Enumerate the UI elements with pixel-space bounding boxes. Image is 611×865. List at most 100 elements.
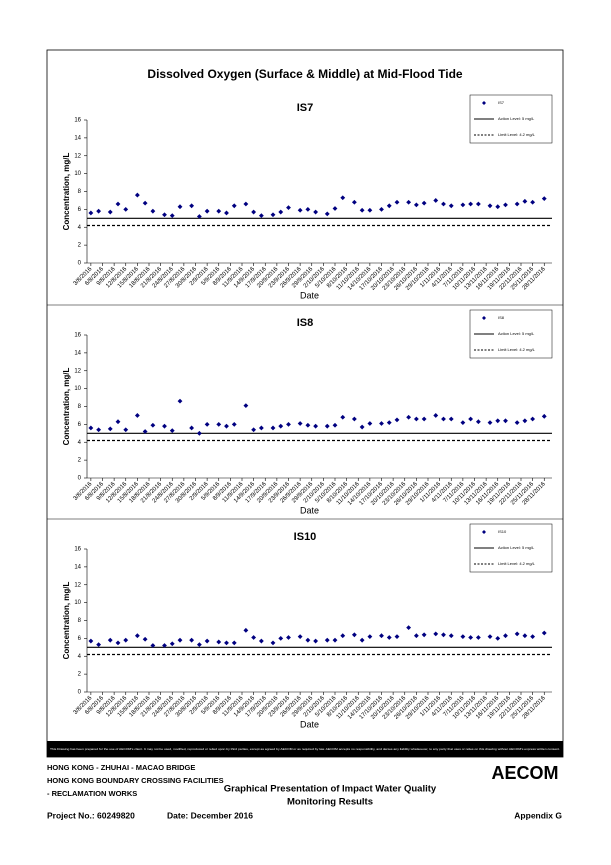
caption-line: Graphical Presentation of Impact Water Q… bbox=[224, 784, 437, 795]
caption-line: Monitoring Results bbox=[287, 797, 373, 808]
x-axis-label: Date bbox=[300, 719, 319, 729]
y-tick-label: 10 bbox=[74, 386, 81, 392]
data-point bbox=[359, 207, 365, 213]
data-point bbox=[169, 641, 175, 647]
y-tick-label: 0 bbox=[78, 690, 82, 696]
data-point bbox=[475, 635, 481, 640]
data-point bbox=[150, 208, 156, 214]
data-point bbox=[142, 636, 148, 642]
x-axis-label: Date bbox=[300, 290, 319, 300]
data-point bbox=[123, 427, 129, 433]
data-point bbox=[297, 207, 303, 213]
data-point bbox=[468, 416, 474, 422]
data-point bbox=[379, 206, 384, 212]
data-point bbox=[196, 430, 202, 436]
data-point bbox=[134, 413, 140, 418]
data-point bbox=[216, 639, 222, 645]
data-point bbox=[495, 635, 501, 641]
data-point bbox=[107, 209, 113, 215]
y-tick-label: 2 bbox=[78, 458, 82, 464]
data-point bbox=[150, 422, 156, 428]
data-point bbox=[433, 198, 439, 203]
data-point bbox=[177, 398, 183, 404]
data-point bbox=[351, 199, 357, 205]
data-point bbox=[150, 643, 156, 648]
y-tick-label: 2 bbox=[78, 243, 82, 249]
data-point bbox=[286, 635, 291, 640]
data-point bbox=[514, 631, 520, 637]
data-point bbox=[394, 199, 400, 205]
data-point bbox=[406, 414, 412, 420]
data-point bbox=[514, 420, 520, 425]
project-line: HONG KONG BOUNDARY CROSSING FACILITIES bbox=[47, 776, 224, 785]
legend-marker bbox=[482, 316, 486, 320]
data-point bbox=[433, 413, 439, 418]
y-tick-label: 12 bbox=[74, 582, 81, 588]
data-point bbox=[258, 213, 264, 219]
y-tick-label: 16 bbox=[74, 547, 81, 553]
data-point bbox=[503, 202, 508, 208]
data-point bbox=[162, 212, 167, 218]
y-tick-label: 0 bbox=[78, 476, 82, 482]
data-point bbox=[413, 416, 419, 422]
data-point bbox=[278, 635, 284, 641]
data-point bbox=[421, 632, 427, 638]
y-tick-label: 10 bbox=[74, 600, 81, 606]
y-tick-label: 2 bbox=[78, 672, 82, 678]
data-point bbox=[530, 199, 536, 205]
data-point bbox=[367, 634, 373, 639]
data-point bbox=[541, 413, 547, 419]
data-point bbox=[448, 633, 454, 639]
disclaimer: This Drawing has been prepared for the u… bbox=[50, 747, 560, 751]
data-point bbox=[475, 201, 481, 207]
data-point bbox=[324, 637, 330, 643]
data-point bbox=[258, 425, 264, 431]
data-point bbox=[324, 423, 330, 429]
data-point bbox=[495, 204, 501, 210]
data-point bbox=[107, 637, 113, 643]
data-point bbox=[433, 631, 439, 637]
data-point bbox=[278, 209, 284, 215]
legend-label: Limit Level: 4.2 mg/L bbox=[498, 347, 536, 352]
data-point bbox=[460, 202, 466, 208]
data-point bbox=[448, 203, 454, 209]
data-point bbox=[189, 425, 195, 431]
y-axis-label: Concentration, mg/L bbox=[62, 153, 71, 231]
data-point bbox=[487, 420, 493, 425]
data-point bbox=[421, 416, 427, 422]
data-point bbox=[340, 414, 346, 420]
data-point bbox=[231, 640, 237, 646]
legend-label: Limit Level: 4.2 mg/L bbox=[498, 561, 536, 566]
data-point bbox=[351, 632, 357, 638]
x-axis-label: Date bbox=[300, 505, 319, 515]
y-tick-label: 14 bbox=[74, 350, 81, 356]
y-tick-label: 4 bbox=[78, 654, 82, 660]
legend-label: IS10 bbox=[498, 529, 507, 534]
project-number: Project No.: 60249820 bbox=[47, 810, 135, 820]
y-tick-label: 16 bbox=[74, 333, 81, 339]
data-point bbox=[251, 635, 257, 640]
data-point bbox=[441, 632, 446, 638]
data-point bbox=[367, 207, 373, 213]
y-axis-label: Concentration, mg/L bbox=[62, 582, 71, 660]
y-tick-label: 6 bbox=[78, 422, 82, 428]
y-tick-label: 12 bbox=[74, 368, 81, 374]
data-point bbox=[196, 214, 202, 219]
data-point bbox=[530, 416, 536, 422]
logo: AECOM bbox=[492, 763, 559, 783]
data-point bbox=[243, 403, 249, 409]
data-point bbox=[468, 201, 474, 207]
data-point bbox=[487, 634, 493, 639]
y-axis-label: Concentration, mg/L bbox=[62, 368, 71, 446]
data-point bbox=[441, 416, 446, 422]
data-point bbox=[367, 421, 373, 426]
data-point bbox=[204, 421, 210, 427]
legend-marker bbox=[482, 101, 486, 105]
y-tick-label: 6 bbox=[78, 207, 82, 213]
data-point bbox=[541, 630, 547, 636]
document-title: Dissolved Oxygen (Surface & Middle) at M… bbox=[147, 67, 462, 81]
y-tick-label: 14 bbox=[74, 135, 81, 141]
data-point bbox=[297, 421, 303, 426]
data-point bbox=[305, 422, 311, 428]
